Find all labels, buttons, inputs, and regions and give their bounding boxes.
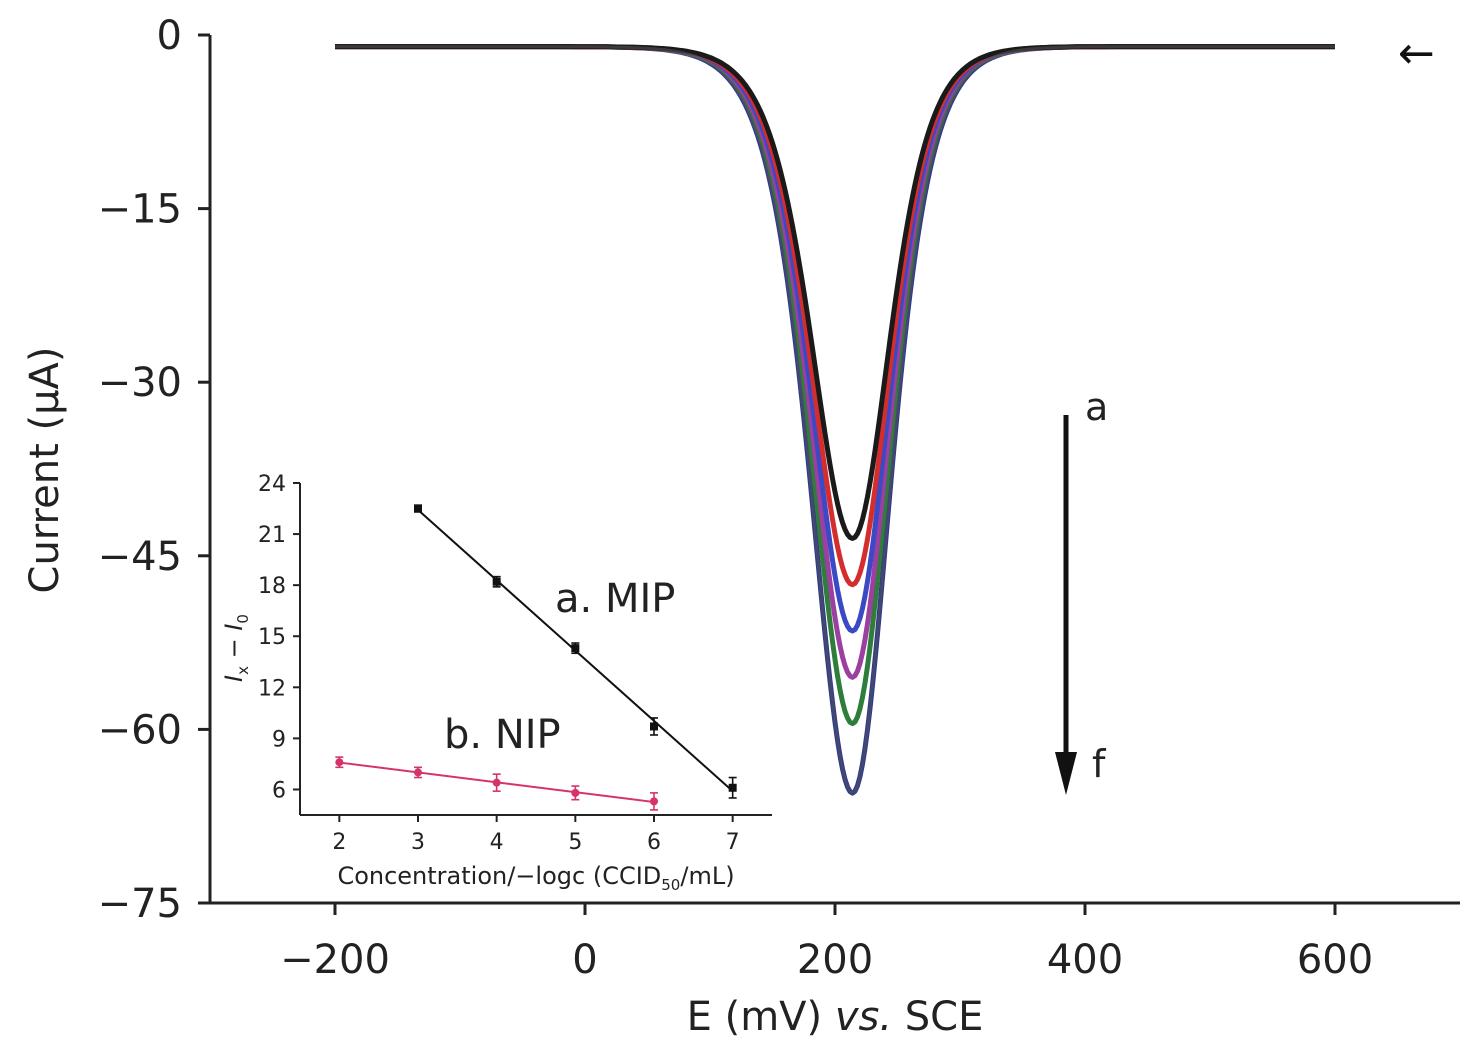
mip-series-label: a. MIP — [555, 576, 675, 622]
main-y-tick-label: −45 — [98, 534, 182, 580]
main-x-tick-label: 200 — [797, 937, 873, 983]
inset-x-ticks: 2 3 4 5 6 7 — [332, 815, 740, 855]
inset-y-tick-label: 18 — [258, 574, 286, 599]
main-y-tick-label: −15 — [98, 187, 182, 233]
inset-x-tick-label: 3 — [411, 830, 425, 855]
main-y-tick-label: −30 — [98, 360, 182, 406]
mip-point — [571, 644, 580, 653]
inset-y-ticks: 6 9 12 15 18 21 24 — [258, 472, 300, 803]
curve-a — [335, 44, 1335, 541]
inset-y-title-i: I — [220, 675, 248, 682]
main-y-axis-title: Current (μA) — [22, 347, 68, 594]
main-curves — [335, 44, 1335, 796]
inset-y-tick-label: 12 — [258, 676, 286, 701]
inset-x-tick-label: 4 — [490, 830, 504, 855]
inset-x-tick-label: 2 — [332, 830, 346, 855]
inset-y-title-i0: I — [220, 624, 248, 631]
main-y-tick-label: −60 — [98, 707, 182, 753]
series-order-arrow-head — [1055, 752, 1077, 795]
main-x-ticks: −200 0 200 400 600 — [280, 903, 1373, 983]
inset-y-axis-title: Ix − I0 — [220, 614, 252, 682]
inset-series — [335, 504, 737, 811]
inset-y-tick-label: 9 — [272, 727, 286, 752]
main-x-tick-label: −200 — [280, 937, 390, 983]
inset-y-title-minus: − — [220, 631, 248, 666]
arrow-start-label: a — [1085, 385, 1108, 429]
inset-x-axis-title: Concentration/−logc (CCID50/mL) — [337, 862, 734, 894]
inset-background — [300, 480, 772, 815]
nip-point — [492, 778, 501, 787]
main-y-tick-label: 0 — [157, 13, 182, 59]
mip-point — [728, 783, 737, 792]
main-y-tick-label: −75 — [98, 881, 182, 927]
nip-point — [414, 768, 422, 777]
inset-x-tick-label: 5 — [568, 830, 582, 855]
inset-y-tick-label: 15 — [258, 625, 286, 650]
inset-plot: 6 9 12 15 18 21 24 2 3 4 5 6 7 a. MIP b. NIP Concen… — [220, 472, 772, 894]
inset-y-title-sub-0: 0 — [234, 614, 252, 624]
inset-y-tick-label: 21 — [258, 523, 286, 548]
inset-x-tick-label: 6 — [647, 830, 661, 855]
main-x-tick-label: 600 — [1297, 937, 1373, 983]
main-plot: 0−15−30−45−60−75 −200 0 200 400 600 Current … — [22, 13, 1460, 1040]
inset-x-tick-label: 7 — [726, 830, 740, 855]
main-x-tick-label: 400 — [1047, 937, 1123, 983]
inset-y-title-sub-x: x — [234, 666, 252, 675]
series-order-arrow: a f — [1055, 385, 1108, 795]
main-x-tick-label: 0 — [572, 937, 597, 983]
x-axis-title-part-3: SCE — [892, 994, 983, 1040]
x-axis-title-part-1: E (mV) — [687, 994, 835, 1040]
inset-y-tick-label: 6 — [272, 778, 286, 803]
mip-point — [414, 504, 422, 513]
mip-point — [492, 577, 501, 586]
inset-x-title-part-3: /mL) — [680, 862, 734, 890]
mip-point — [650, 722, 658, 731]
inset-x-title-subscript: 50 — [661, 876, 680, 894]
arrow-end-label: f — [1092, 742, 1107, 786]
nip-point — [571, 788, 580, 797]
nip-point — [650, 797, 658, 806]
nip-series-label: b. NIP — [444, 712, 561, 758]
curve-envelope — [335, 45, 1335, 795]
x-axis-title-part-2: vs. — [835, 994, 892, 1040]
main-x-axis-title: E (mV) vs. SCE — [687, 994, 984, 1040]
inset-y-tick-label: 24 — [258, 472, 286, 497]
inset-x-title-part-1: Concentration/−logc (CCID — [337, 862, 661, 890]
main-y-ticks: 0 −15 −30 −45 −60 −75 — [98, 13, 210, 927]
nip-point — [335, 758, 344, 767]
scan-direction-arrow: ← — [1398, 28, 1435, 79]
